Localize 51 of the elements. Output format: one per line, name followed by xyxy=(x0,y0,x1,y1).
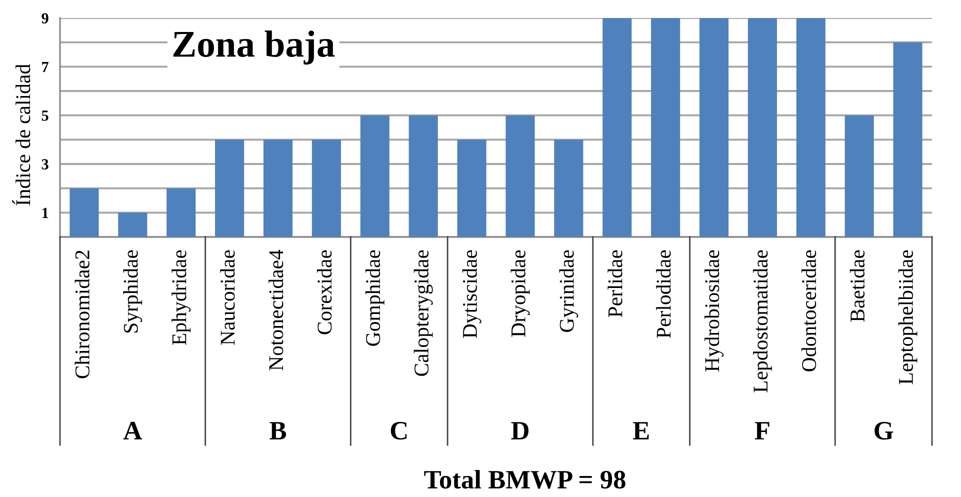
x-tick-label: Perlidae xyxy=(608,250,622,318)
bar xyxy=(796,18,826,237)
bar xyxy=(408,115,438,237)
x-tick-label: Perlodidae xyxy=(656,250,671,338)
bar xyxy=(166,188,196,237)
text: A xyxy=(123,422,142,440)
x-tick-label: Dytiscidae xyxy=(462,250,482,338)
bar xyxy=(215,140,244,237)
x-tick-label: Ephydridae xyxy=(172,250,191,345)
y-tick-label: 5 xyxy=(42,110,48,121)
bar xyxy=(554,140,584,237)
x-tick-label: Lepdostomatidae xyxy=(753,250,772,392)
y-tick-label: 7 xyxy=(42,62,49,72)
bar xyxy=(506,115,535,237)
chart-title: Zona baja xyxy=(173,30,335,65)
bar xyxy=(263,140,293,237)
x-tick-label: Calopterygidae xyxy=(414,250,433,376)
bar xyxy=(748,18,777,237)
text: C xyxy=(390,422,407,440)
bar xyxy=(312,140,341,237)
x-tick-label: Hydrobiosidae xyxy=(704,250,724,372)
x-tick-label: Gomphidae xyxy=(365,250,384,346)
y-axis-title: Índice de calidad xyxy=(12,64,30,206)
bar xyxy=(651,18,680,237)
x-tick-label: Corexidae xyxy=(317,250,332,334)
x-tick-label: Notonectidae4 xyxy=(268,250,284,370)
y-tick-label: 1 xyxy=(42,208,48,218)
x-tick-label: Gyrinidae xyxy=(559,250,578,332)
bar xyxy=(70,188,99,237)
bar xyxy=(457,140,486,237)
text: E xyxy=(632,422,649,440)
bar xyxy=(893,42,922,237)
bar xyxy=(360,115,390,237)
y-tick-label: 3 xyxy=(42,159,48,170)
x-tick-label: Syrphidae xyxy=(123,250,142,333)
x-tick-label: Baetidae xyxy=(850,250,865,322)
x-tick-label: Chironomidae2 xyxy=(74,250,90,378)
x-axis-title: Total BMWP = 98 xyxy=(424,470,626,489)
x-tick-label: Naucoridae xyxy=(220,250,235,345)
text: B xyxy=(270,422,286,440)
y-tick-label: 9 xyxy=(42,13,48,24)
text: F xyxy=(754,422,770,440)
x-tick-label: Odontoceridae xyxy=(801,250,816,372)
text: D xyxy=(511,422,528,440)
x-tick-label: Leptophelbiidae xyxy=(898,250,918,384)
bar xyxy=(602,18,632,237)
bar xyxy=(699,18,729,237)
x-tick-label: Dryopidae xyxy=(510,250,530,337)
bar xyxy=(118,212,148,237)
bar xyxy=(844,115,874,237)
text: G xyxy=(874,422,894,440)
